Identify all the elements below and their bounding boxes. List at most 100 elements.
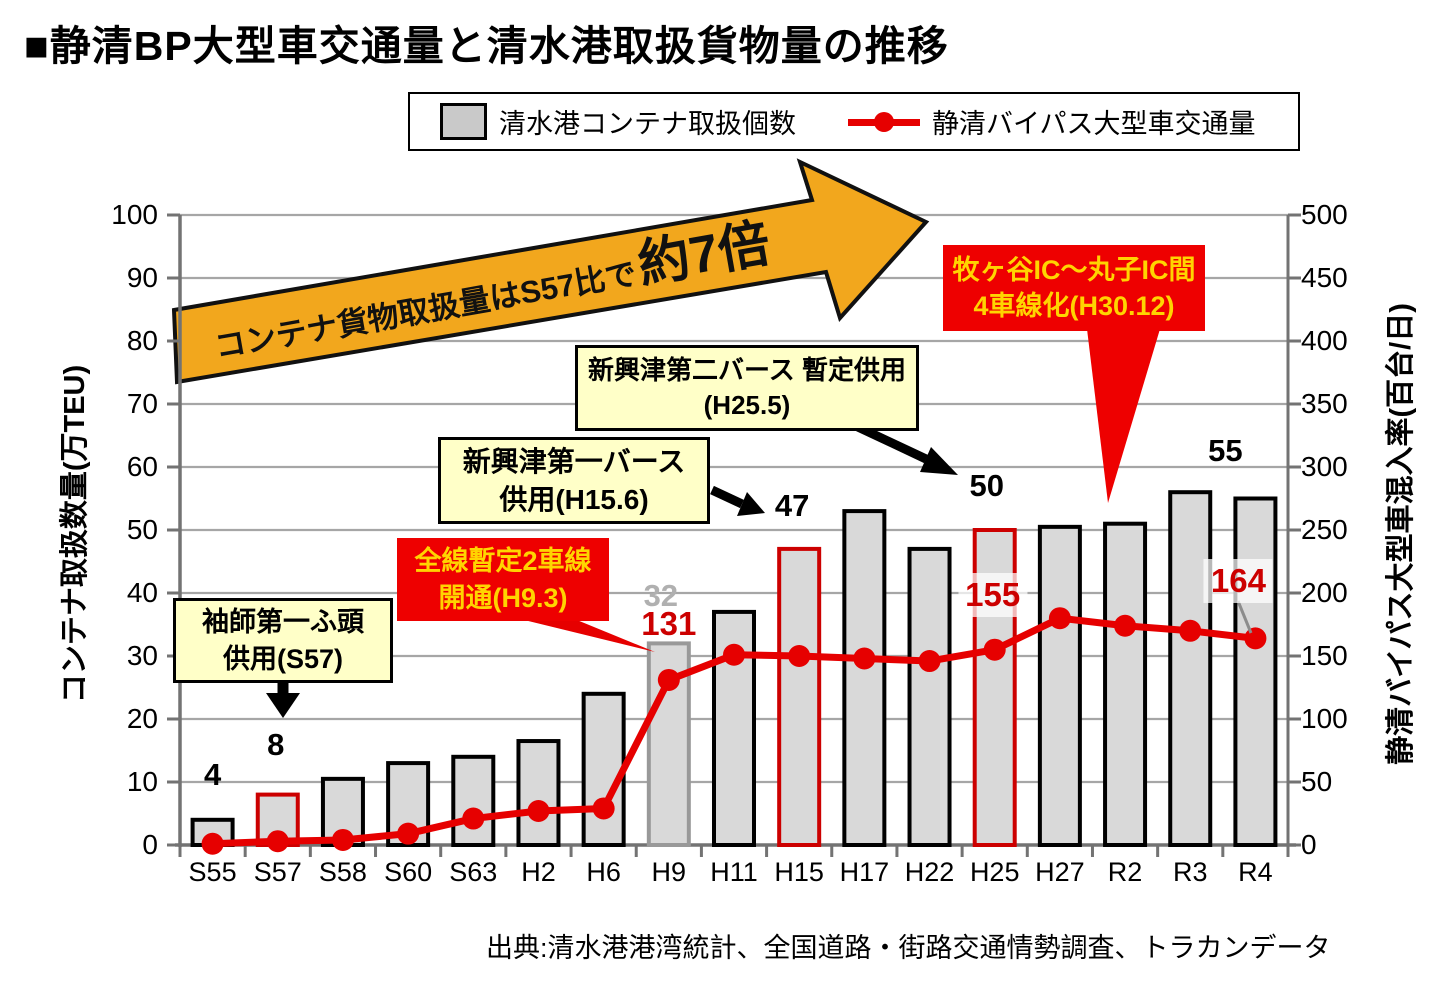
x-tick-H6: H6 (586, 857, 621, 887)
right-tick-250: 250 (1301, 514, 1348, 545)
zensen-pointer (516, 618, 655, 652)
x-tick-R2: R2 (1107, 857, 1143, 887)
point-label-H9-32: 32 (643, 578, 679, 614)
bar-R4 (1233, 496, 1278, 847)
point-label-H9-131: 131 (641, 604, 697, 642)
x-tick-R3: R3 (1172, 857, 1208, 887)
x-tick-H27: H27 (1035, 857, 1085, 887)
legend-line-label: 静清バイパス大型車交通量 (932, 109, 1256, 139)
left-tick-70: 70 (126, 388, 158, 419)
left-tick-90: 90 (126, 262, 158, 293)
bar-H27 (1037, 524, 1082, 847)
right-tick-150: 150 (1301, 640, 1348, 671)
legend-line-marker-icon (848, 111, 920, 132)
line-point-H6 (592, 797, 615, 820)
legend-bar-label: 清水港コンテナ取扱個数 (499, 109, 796, 139)
annotation-berth2-line2: (H25.5) (703, 390, 791, 420)
annotation-sodeshi: 袖師第一ふ頭 供用(S57) (173, 598, 393, 683)
legend: 清水港コンテナ取扱個数 静清バイパス大型車交通量 (408, 92, 1300, 151)
line-point-S63 (462, 807, 485, 830)
annotation-makigaya-line2: 4車線化(H30.12) (973, 291, 1175, 321)
annotation-zensen-line1: 全線暫定2車線 (414, 546, 592, 577)
x-tick-S60: S60 (384, 857, 433, 887)
bar-H6 (581, 691, 626, 847)
annotation-zensen: 全線暫定2車線 開通(H9.3) (397, 538, 609, 621)
annotation-makigaya-line1: 牧ヶ谷IC〜丸子IC間 (952, 254, 1196, 285)
berth1-arrow-head (737, 492, 765, 516)
point-label-R4-164: 164 (1203, 559, 1273, 604)
right-tick-400: 400 (1301, 325, 1348, 356)
line-point-H17 (853, 647, 876, 670)
right-tick-200: 200 (1301, 577, 1348, 608)
left-tick-80: 80 (126, 325, 158, 356)
x-tick-R4: R4 (1238, 857, 1273, 887)
bar-R3 (1168, 490, 1213, 847)
line-point-H2 (527, 799, 550, 822)
annotation-berth1-line2: 供用(H15.6) (499, 483, 649, 515)
annotation-berth2-line1: 新興津第二バース 暫定供用 (588, 354, 906, 385)
point-label-S55-4: 4 (203, 756, 222, 792)
page-title: ■静清BP大型車交通量と清水港取扱貨物量の推移 (24, 23, 949, 69)
bar-H2 (516, 739, 561, 847)
bar-H22 (907, 546, 952, 848)
x-tick-S55: S55 (188, 857, 237, 887)
left-tick-30: 30 (126, 640, 158, 671)
makigaya-pointer (1087, 329, 1160, 503)
line-point-S55 (201, 832, 224, 855)
x-tick-S57: S57 (253, 857, 302, 887)
annotation-sodeshi-line1: 袖師第一ふ頭 (202, 607, 364, 638)
right-tick-350: 350 (1301, 388, 1348, 419)
line-point-H25 (983, 638, 1006, 661)
left-tick-50: 50 (126, 514, 158, 545)
banner-arrow (171, 158, 930, 385)
right-tick-50: 50 (1301, 766, 1333, 797)
bar-R2 (1103, 521, 1148, 847)
right-tick-500: 500 (1301, 199, 1348, 230)
point-label-S57-8: 8 (267, 726, 285, 762)
label-164-leader (1236, 600, 1253, 634)
line-point-H27 (1048, 607, 1071, 630)
line-point-S58 (331, 828, 354, 851)
annotation-makigaya: 牧ヶ谷IC〜丸子IC間 4車線化(H30.12) (943, 245, 1205, 331)
left-tick-100: 100 (111, 199, 158, 230)
line-point-R2 (1114, 614, 1137, 637)
x-tick-H11: H11 (710, 857, 758, 887)
annotation-zensen-line2: 開通(H9.3) (438, 582, 568, 613)
left-tick-60: 60 (126, 451, 158, 482)
x-tick-H2: H2 (521, 857, 556, 887)
bar-H17 (842, 509, 887, 847)
annotation-berth2: 新興津第二バース 暫定供用 (H25.5) (575, 345, 919, 431)
x-tick-H22: H22 (904, 857, 955, 887)
bar-H15 (777, 546, 822, 848)
point-label-H25-155: 155 (958, 572, 1028, 617)
line-point-H15 (788, 645, 811, 667)
berth2-arrow-head (920, 447, 958, 475)
x-tick-H17: H17 (839, 857, 890, 887)
annotation-berth1-line1: 新興津第一バース (462, 445, 686, 477)
berth2-arrow-shaft (856, 422, 928, 464)
berth1-arrow-shaft (710, 485, 744, 509)
left-tick-20: 20 (126, 703, 158, 734)
point-label-R4-55: 55 (1208, 432, 1243, 468)
point-label-H15-47: 47 (774, 487, 810, 523)
x-tick-H25: H25 (969, 857, 1020, 887)
line-point-H22 (918, 650, 941, 673)
left-tick-0: 0 (142, 829, 158, 860)
line-point-S57 (266, 830, 289, 853)
line-point-H9 (657, 668, 680, 691)
line-point-H11 (723, 643, 745, 666)
right-tick-100: 100 (1301, 703, 1348, 734)
x-tick-S63: S63 (449, 857, 498, 887)
right-tick-0: 0 (1301, 829, 1317, 860)
bar-S63 (451, 754, 496, 847)
source-note: 出典:清水港港湾統計、全国道路・街路交通情勢調査、トラカンデータ (486, 933, 1331, 963)
x-tick-H9: H9 (651, 857, 687, 887)
x-tick-H15: H15 (774, 857, 824, 887)
annotation-berth1: 新興津第一バース 供用(H15.6) (438, 437, 710, 524)
point-label-H25-50: 50 (969, 468, 1004, 503)
right-tick-450: 450 (1301, 262, 1348, 293)
right-tick-300: 300 (1301, 451, 1348, 482)
